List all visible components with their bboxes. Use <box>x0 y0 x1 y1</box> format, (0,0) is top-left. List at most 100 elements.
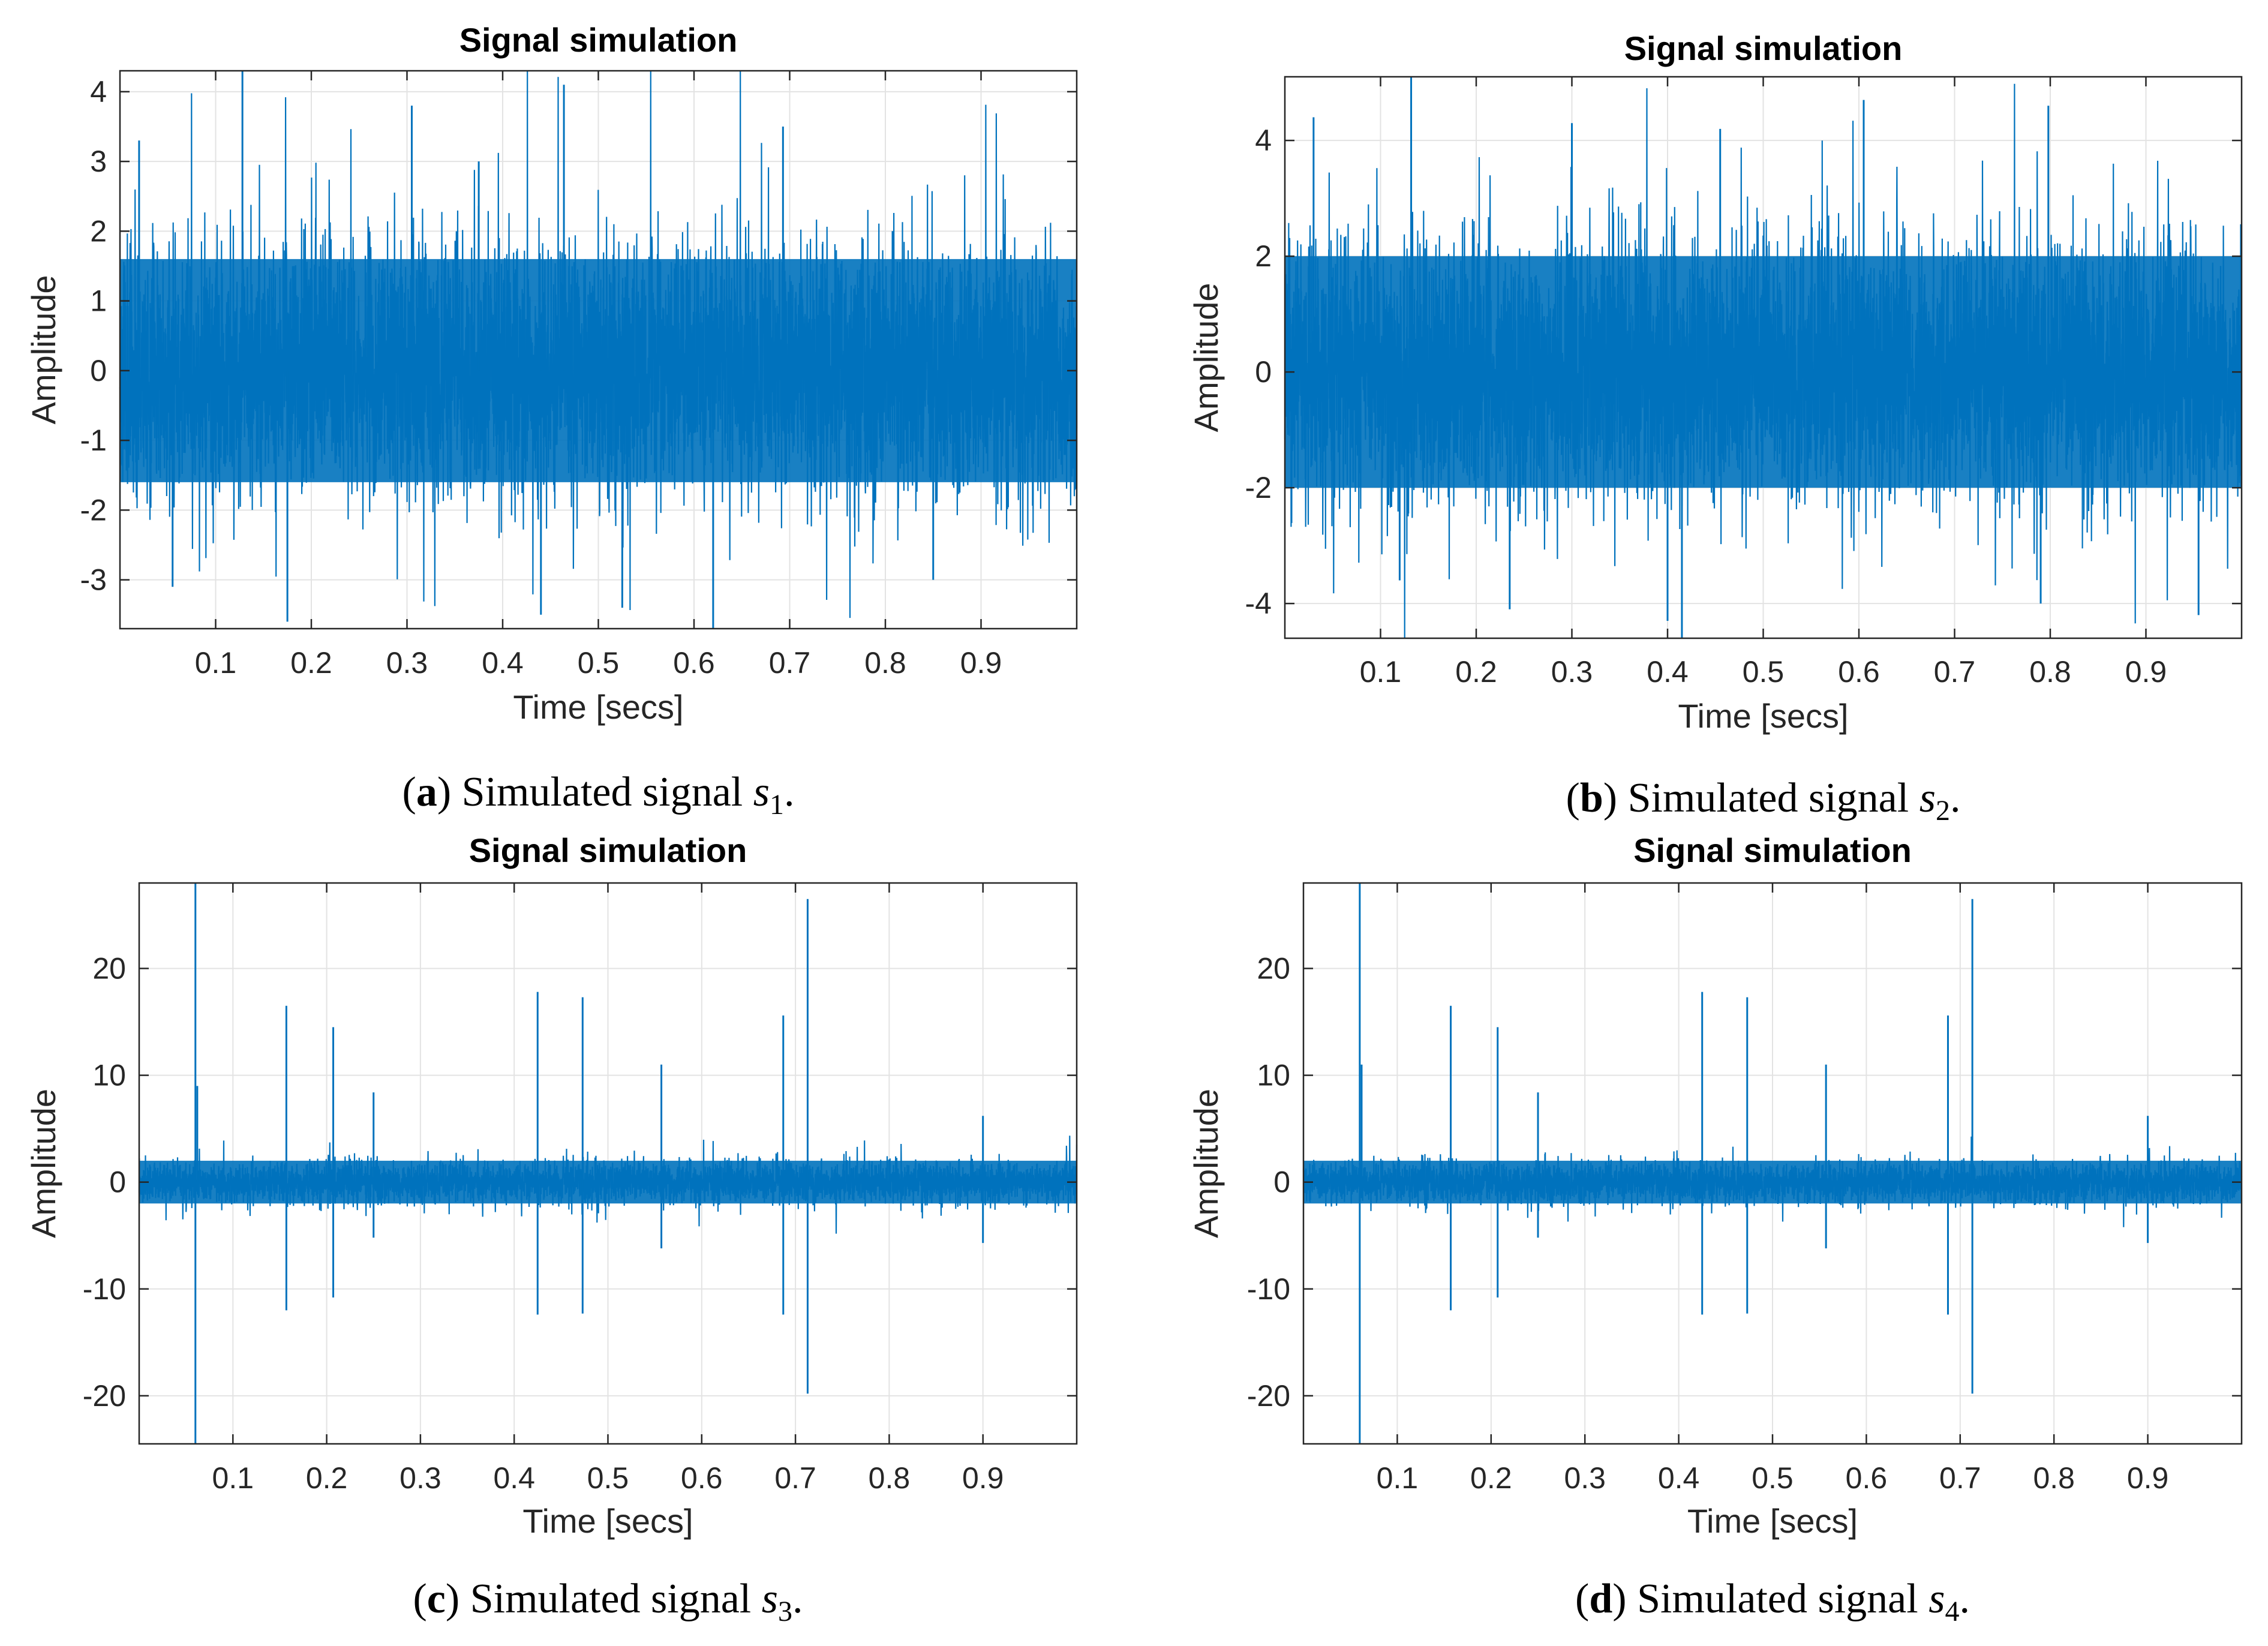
x-tick-label-1: 0.1 <box>1360 655 1402 689</box>
x-tick-label-3: 0.3 <box>386 646 428 680</box>
x-tick-label-5: 0.5 <box>1743 655 1785 689</box>
caption-a: (a) Simulated signal s1. <box>402 769 795 821</box>
y-tick-label-2: -2 <box>1245 471 1272 504</box>
x-tick-label-9: 0.9 <box>2125 655 2167 689</box>
y-tick-label-4: 10 <box>1257 1059 1290 1092</box>
chart-title-c: Signal simulation <box>469 831 747 869</box>
y-tick-label-4: 2 <box>1255 239 1272 273</box>
x-tick-label-1: 0.1 <box>212 1461 254 1495</box>
y-tick-label-4: 0 <box>90 354 107 388</box>
y-tick-label-2: -10 <box>83 1272 126 1306</box>
caption-text-b: Simulated signal <box>1617 775 1919 821</box>
x-tick-label-3: 0.3 <box>1551 655 1593 689</box>
y-tick-label-1: -3 <box>80 563 107 597</box>
x-tick-label-6: 0.6 <box>1838 655 1880 689</box>
caption-var-a: s <box>753 769 770 815</box>
caption-text-a: Simulated signal <box>451 769 753 815</box>
caption-sub-b: 2 <box>1936 795 1950 827</box>
signal-trace-b <box>1284 83 2243 639</box>
x-tick-label-2: 0.2 <box>1470 1461 1512 1495</box>
x-tick-label-1: 0.1 <box>1377 1461 1419 1495</box>
y-tick-label-8: 4 <box>90 75 107 109</box>
x-tick-label-2: 0.2 <box>306 1461 348 1495</box>
spikes-c <box>194 883 984 1444</box>
caption-d: (d) Simulated signal s4. <box>1575 1576 1970 1627</box>
x-axis-label-c: Time [secs] <box>522 1502 693 1540</box>
y-tick-label-3: 0 <box>109 1166 126 1199</box>
caption-var-d: s <box>1928 1576 1945 1622</box>
x-axis-label-d: Time [secs] <box>1687 1502 1858 1540</box>
caption-var-c: s <box>762 1576 778 1622</box>
x-tick-label-9: 0.9 <box>962 1461 1004 1495</box>
x-axis-label-a: Time [secs] <box>513 688 683 726</box>
caption-end-c: . <box>792 1576 803 1622</box>
caption-sub-c: 3 <box>778 1596 792 1627</box>
spikes-d <box>1359 883 2149 1444</box>
x-tick-label-7: 0.7 <box>1939 1461 1981 1495</box>
x-tick-label-7: 0.7 <box>1934 655 1976 689</box>
caption-text-d: Simulated signal <box>1627 1576 1929 1622</box>
panel-c: 0.1 0.2 0.3 0.4 0.5 0.6 0.7 0.8 0.9 -20 -10 0 10 20 S… <box>25 831 1078 1627</box>
caption-letter-b: b <box>1580 775 1603 821</box>
x-tick-label-3: 0.3 <box>399 1461 441 1495</box>
x-tick-label-8: 0.8 <box>2033 1461 2075 1495</box>
x-tick-label-7: 0.7 <box>774 1461 816 1495</box>
x-tick-label-7: 0.7 <box>769 646 811 680</box>
y-tick-label-4: 10 <box>92 1059 126 1092</box>
caption-sub-a: 1 <box>770 789 784 821</box>
x-axis-label-b: Time [secs] <box>1678 697 1848 735</box>
ticks-d: 0.1 0.2 0.3 0.4 0.5 0.6 0.7 0.8 0.9 -20 -10 0 10 20 <box>1247 883 2242 1495</box>
x-tick-label-6: 0.6 <box>681 1461 723 1495</box>
y-tick-label-3: 0 <box>1273 1166 1290 1199</box>
chart-title-a: Signal simulation <box>459 21 738 59</box>
caption-end-d: . <box>1959 1576 1970 1622</box>
x-tick-label-5: 0.5 <box>578 646 620 680</box>
panel-d: 0.1 0.2 0.3 0.4 0.5 0.6 0.7 0.8 0.9 -20 -10 0 10 20 S… <box>1187 831 2243 1627</box>
x-tick-label-8: 0.8 <box>864 646 906 680</box>
panel-a: 0.1 0.2 0.3 0.4 0.5 0.6 0.7 0.8 0.9 -3 -2 -1 0 1 2 3 4 S… <box>25 21 1078 821</box>
ticks-a: 0.1 0.2 0.3 0.4 0.5 0.6 0.7 0.8 0.9 -3 -2 -1 0 1 2 3 4 <box>80 71 1077 680</box>
spikes-a <box>138 71 935 629</box>
y-tick-label-1: -20 <box>83 1379 126 1413</box>
chart-title-d: Signal simulation <box>1633 831 1912 869</box>
x-tick-label-3: 0.3 <box>1564 1461 1606 1495</box>
panel-b: 0.1 0.2 0.3 0.4 0.5 0.6 0.7 0.8 0.9 -4 -2 0 2 4 Signa… <box>1187 29 2243 827</box>
x-tick-label-4: 0.4 <box>1647 655 1689 689</box>
x-tick-label-2: 0.2 <box>290 646 332 680</box>
x-tick-label-4: 0.4 <box>1658 1461 1700 1495</box>
x-tick-label-8: 0.8 <box>869 1461 911 1495</box>
signal-trace-c <box>138 1136 1078 1234</box>
x-tick-label-4: 0.4 <box>493 1461 535 1495</box>
chart-title-b: Signal simulation <box>1624 29 1903 67</box>
caption-end-b: . <box>1950 775 1961 821</box>
y-tick-label-6: 2 <box>90 214 107 248</box>
x-tick-label-5: 0.5 <box>1752 1461 1794 1495</box>
y-tick-label-3: 0 <box>1255 355 1272 389</box>
x-tick-label-6: 0.6 <box>673 646 715 680</box>
y-tick-label-5: 1 <box>90 284 107 318</box>
y-tick-label-1: -20 <box>1247 1379 1290 1413</box>
caption-letter-d: d <box>1589 1576 1612 1622</box>
y-axis-label-c: Amplitude <box>25 1089 62 1238</box>
signal-trace-a <box>119 70 1078 618</box>
y-tick-label-7: 3 <box>90 145 107 178</box>
x-tick-label-9: 0.9 <box>960 646 1002 680</box>
caption-b: (b) Simulated signal s2. <box>1566 775 1961 827</box>
x-tick-label-6: 0.6 <box>1846 1461 1888 1495</box>
caption-end-a: . <box>784 769 795 815</box>
y-tick-label-1: -4 <box>1245 587 1272 620</box>
caption-letter-a: a <box>416 769 437 815</box>
y-tick-label-2: -10 <box>1247 1272 1290 1306</box>
x-tick-label-9: 0.9 <box>2127 1461 2169 1495</box>
signal-trace-d <box>1302 1136 2243 1227</box>
x-tick-label-8: 0.8 <box>2029 655 2071 689</box>
x-tick-label-2: 0.2 <box>1455 655 1497 689</box>
x-tick-label-5: 0.5 <box>587 1461 629 1495</box>
caption-var-b: s <box>1919 775 1936 821</box>
y-tick-label-5: 20 <box>1257 951 1290 985</box>
ticks-b: 0.1 0.2 0.3 0.4 0.5 0.6 0.7 0.8 0.9 -4 -2 0 2 4 <box>1245 77 2242 689</box>
x-tick-label-1: 0.1 <box>195 646 237 680</box>
spikes-b <box>1312 77 2200 638</box>
y-axis-label-a: Amplitude <box>25 275 62 424</box>
